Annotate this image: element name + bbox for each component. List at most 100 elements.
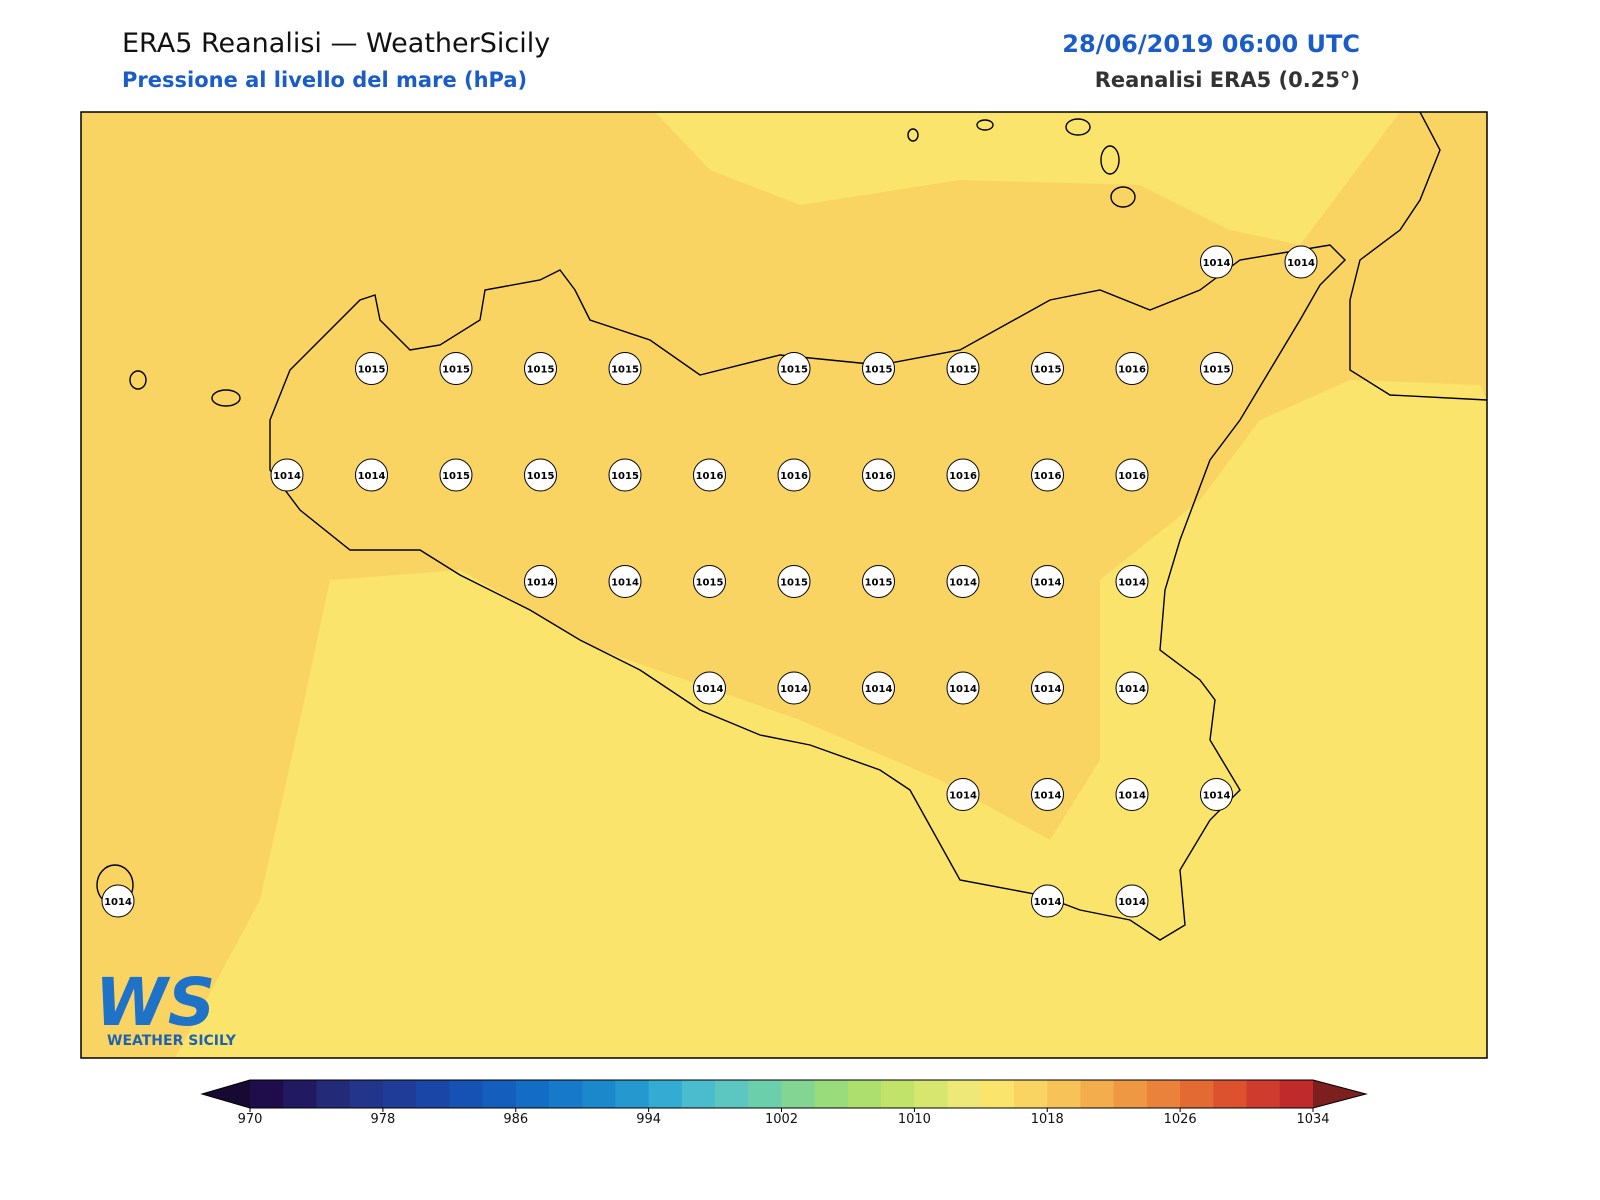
colorbar-bin [250, 1080, 284, 1108]
colorbar-bin [349, 1080, 384, 1108]
station-marker [1115, 671, 1149, 705]
station-marker [946, 671, 980, 705]
colorbar-bin [648, 1080, 683, 1108]
station-value: 1016 [1034, 471, 1062, 482]
station-value: 1014 [1203, 258, 1231, 269]
date: 28/06/2019 06:00 UTC [1062, 30, 1360, 58]
colorbar-bin [1180, 1080, 1214, 1108]
colorbar-bin [1279, 1080, 1314, 1108]
station-value: 1015 [865, 578, 893, 589]
station-marker [1115, 565, 1149, 598]
station-marker [439, 458, 473, 492]
station-value: 1014 [1118, 897, 1146, 908]
colorbar-bin [814, 1080, 849, 1108]
station-marker [270, 458, 304, 492]
station-value: 1014 [1118, 684, 1146, 695]
colorbar-bin [715, 1080, 749, 1108]
colorbar-under [202, 1080, 250, 1108]
station-value: 1014 [1034, 684, 1062, 695]
station-value: 1015 [442, 471, 470, 482]
station-marker [693, 565, 726, 598]
station-marker [777, 458, 811, 492]
colorbar-bin [316, 1080, 351, 1108]
station-marker [693, 671, 726, 705]
field-low [655, 112, 1400, 245]
station-value: 1014 [358, 471, 386, 482]
colorbar-bin [283, 1080, 317, 1108]
station-value: 1015 [358, 365, 386, 376]
colorbar-bin [1113, 1080, 1148, 1108]
station-marker [101, 884, 135, 918]
station-value: 1015 [611, 365, 639, 376]
station-marker [1200, 352, 1233, 385]
source: Reanalisi ERA5 (0.25°) [1095, 68, 1360, 92]
colorbar-bin [947, 1080, 982, 1108]
station-marker [946, 458, 980, 492]
colorbar-tick-label: 1010 [898, 1112, 931, 1127]
islands [96, 118, 1136, 906]
station-marker [946, 778, 980, 811]
station-marker [693, 458, 726, 492]
station-value: 1014 [1118, 791, 1146, 802]
colorbar-tick-label: 1026 [1164, 1112, 1197, 1127]
station-marker [524, 565, 557, 598]
station-marker [1031, 884, 1064, 918]
station-value: 1014 [949, 578, 977, 589]
colorbar-bin [449, 1080, 484, 1108]
station-value: 1015 [780, 578, 808, 589]
station-value: 1015 [865, 365, 893, 376]
station-value: 1014 [865, 684, 893, 695]
colorbar-bin [1014, 1080, 1048, 1108]
stations: 1014 1014 1015 1015 1015 1015 1015 1015 1015 1015… [101, 245, 1318, 918]
colorbar-bin [582, 1080, 616, 1108]
station-marker [1200, 778, 1233, 811]
station-value: 1016 [1118, 365, 1146, 376]
station-marker [524, 458, 557, 492]
colorbar-bin [515, 1080, 550, 1108]
station-marker [862, 565, 895, 598]
station-marker [355, 352, 388, 385]
calabria-coast [1349, 112, 1487, 401]
colorbar-bin [881, 1080, 915, 1108]
colorbar-bin [980, 1080, 1015, 1108]
station-marker [1200, 245, 1233, 279]
station-value: 1014 [1034, 791, 1062, 802]
field-low [175, 380, 1487, 1058]
colorbar-tick-label: 986 [503, 1112, 528, 1127]
station-value: 1014 [104, 897, 132, 908]
station-marker [355, 458, 388, 492]
station-marker [777, 352, 811, 385]
station-value: 1015 [1034, 365, 1062, 376]
logo-mark: WS [95, 964, 215, 1041]
station-value: 1014 [949, 684, 977, 695]
colorbar: 970 978 986 994 1002 1010 1018 1026 1034 [200, 1079, 1368, 1127]
station-value: 1016 [949, 471, 977, 482]
station-value: 1014 [527, 578, 555, 589]
station-marker [1031, 778, 1064, 811]
station-value: 1014 [611, 578, 639, 589]
station-value: 1014 [1203, 791, 1231, 802]
colorbar-tick-label: 994 [636, 1112, 661, 1127]
station-value: 1016 [696, 471, 724, 482]
station-value: 1014 [780, 684, 808, 695]
colorbar-bin [1246, 1080, 1281, 1108]
station-marker [524, 352, 557, 385]
colorbar-bin [1080, 1080, 1115, 1108]
map-frame [80, 111, 1488, 1059]
logo-name: WEATHER SICILY [107, 1033, 237, 1049]
subtitle: Pressione al livello del mare (hPa) [122, 68, 527, 92]
colorbar-bin [548, 1080, 583, 1108]
station-value: 1015 [527, 365, 555, 376]
station-marker [608, 565, 642, 598]
station-marker [777, 565, 811, 598]
colorbar-bin [914, 1080, 949, 1108]
station-value: 1014 [949, 791, 977, 802]
station-value: 1015 [949, 365, 977, 376]
station-value: 1014 [1287, 258, 1315, 269]
station-value: 1014 [1034, 578, 1062, 589]
sicily-coast [269, 244, 1346, 941]
station-value: 1016 [865, 471, 893, 482]
colorbar-tick-label: 970 [238, 1112, 263, 1127]
station-marker [1115, 352, 1149, 385]
